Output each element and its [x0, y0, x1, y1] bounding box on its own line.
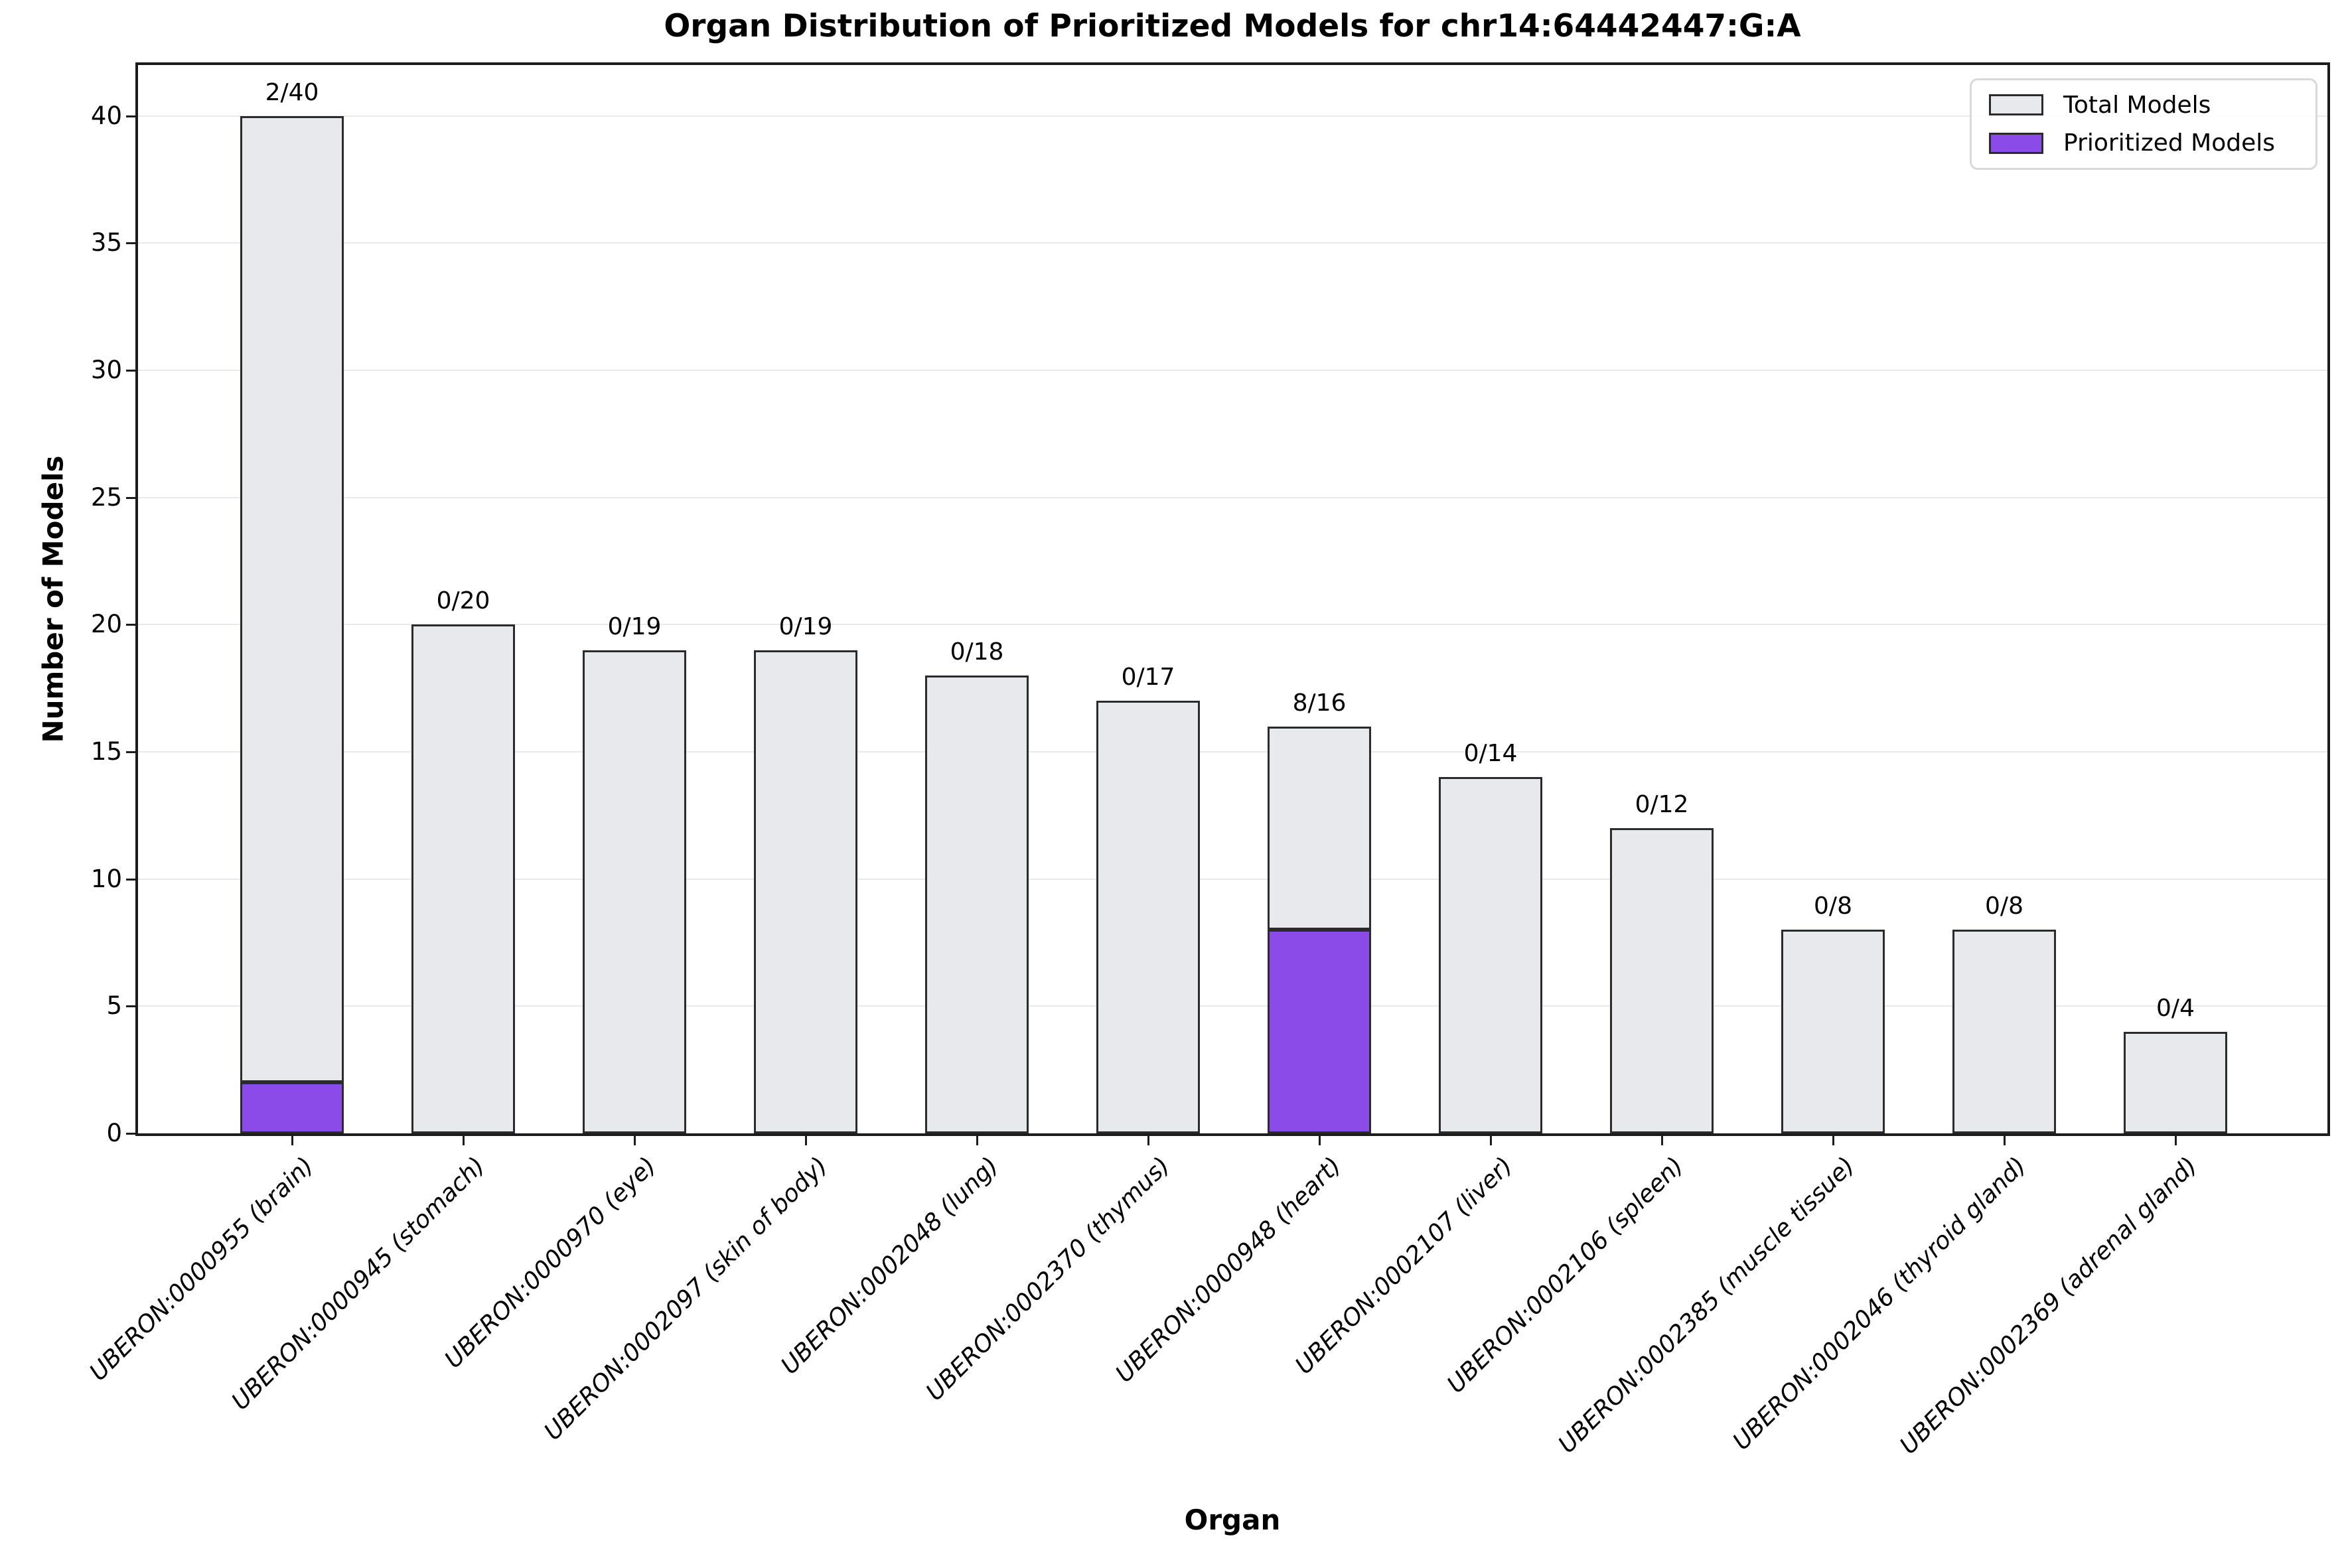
- y-tick-20: [126, 624, 135, 626]
- spine-left: [135, 62, 138, 1136]
- gridline-y-25: [138, 496, 2327, 498]
- y-tick-label-40: 40: [90, 101, 122, 130]
- bar-total-stomach: [411, 624, 515, 1133]
- bar-total-heart: [1268, 726, 1371, 930]
- gridline-y-5: [138, 1005, 2327, 1007]
- bar-prioritized-brain: [240, 1082, 344, 1133]
- bar-total-spleen: [1610, 828, 1714, 1133]
- legend-item-total-models: Total Models: [1972, 92, 2315, 119]
- y-tick-25: [126, 496, 135, 499]
- x-tick-stomach: [463, 1136, 465, 1145]
- gridline-y-30: [138, 370, 2327, 371]
- x-tick-thyroid-gland: [2004, 1136, 2006, 1145]
- y-tick-label-30: 30: [90, 356, 122, 384]
- x-tick-skin-of-body: [805, 1136, 807, 1145]
- x-axis-label: Organ: [1184, 1504, 1281, 1536]
- bar-total-skin-of-body: [754, 650, 857, 1133]
- x-tick-label-adrenal-gland: UBERON:0002369 (adrenal gland): [1895, 1152, 2203, 1460]
- bar-value-label-lung: 0/18: [950, 638, 1004, 666]
- y-tick-15: [126, 751, 135, 753]
- y-tick-30: [126, 370, 135, 372]
- x-tick-eye: [634, 1136, 636, 1145]
- bar-total-brain: [240, 115, 344, 1083]
- bar-total-liver: [1439, 777, 1542, 1133]
- plot-area: 2/40 0/20 0/19 0/19 0/18 0/17 8/16 0/14 0/12 0/8 0…: [138, 65, 2327, 1133]
- bar-value-label-heart: 8/16: [1292, 689, 1347, 717]
- bar-total-adrenal-gland: [2124, 1031, 2227, 1133]
- bar-value-label-skin-of-body: 0/19: [778, 612, 833, 640]
- y-tick-35: [126, 242, 135, 245]
- bar-total-eye: [583, 650, 686, 1133]
- spine-bottom: [135, 1133, 2330, 1136]
- spine-top: [135, 62, 2330, 65]
- bar-prioritized-heart: [1268, 930, 1371, 1133]
- bar-value-label-eye: 0/19: [607, 612, 662, 640]
- bar-total-muscle-tissue: [1781, 930, 1885, 1133]
- gridline-y-40: [138, 115, 2327, 117]
- bar-value-label-stomach: 0/20: [436, 587, 490, 615]
- legend-swatch-total-models: [1989, 94, 2043, 116]
- x-tick-label-muscle-tissue: UBERON:0002385 (muscle tissue): [1553, 1152, 1860, 1459]
- y-tick-label-35: 35: [90, 228, 122, 257]
- x-tick-muscle-tissue: [1832, 1136, 1834, 1145]
- legend: Total Models Prioritized Models: [1970, 78, 2317, 170]
- gridline-y-15: [138, 751, 2327, 752]
- bar-value-label-spleen: 0/12: [1635, 791, 1689, 818]
- bar-value-label-thymus: 0/17: [1121, 664, 1175, 691]
- legend-label-total-models: Total Models: [2063, 91, 2211, 119]
- bar-value-label-brain: 2/40: [265, 78, 319, 106]
- x-tick-heart: [1319, 1136, 1321, 1145]
- y-tick-40: [126, 115, 135, 117]
- x-tick-label-skin-of-body: UBERON:0002097 (skin of body): [539, 1152, 833, 1446]
- x-tick-liver: [1490, 1136, 1492, 1145]
- bar-value-label-liver: 0/14: [1463, 740, 1518, 768]
- legend-label-prioritized-models: Prioritized Models: [2063, 129, 2276, 157]
- spine-right: [2327, 62, 2330, 1136]
- bar-total-lung: [925, 676, 1029, 1133]
- bar-value-label-adrenal-gland: 0/4: [2156, 994, 2195, 1022]
- y-tick-5: [126, 1005, 135, 1008]
- bar-total-thyroid-gland: [1952, 930, 2056, 1133]
- gridline-y-10: [138, 878, 2327, 880]
- gridline-y-35: [138, 242, 2327, 244]
- chart-title: Organ Distribution of Prioritized Models…: [664, 8, 1801, 44]
- y-tick-0: [126, 1133, 135, 1135]
- y-tick-label-5: 5: [106, 991, 122, 1021]
- legend-swatch-prioritized-models: [1989, 132, 2043, 154]
- x-tick-adrenal-gland: [2175, 1136, 2177, 1145]
- x-tick-label-thyroid-gland: UBERON:0002046 (thyroid gland): [1727, 1152, 2031, 1456]
- bar-value-label-muscle-tissue: 0/8: [1814, 892, 1852, 920]
- bar-total-thymus: [1096, 701, 1200, 1133]
- x-tick-thymus: [1147, 1136, 1149, 1145]
- x-tick-lung: [976, 1136, 978, 1145]
- y-tick-label-0: 0: [106, 1119, 122, 1147]
- y-tick-label-25: 25: [90, 482, 122, 512]
- x-tick-brain: [291, 1136, 293, 1145]
- bar-value-label-thyroid-gland: 0/8: [1985, 892, 2023, 920]
- y-tick-label-20: 20: [90, 610, 122, 639]
- legend-item-prioritized-models: Prioritized Models: [1972, 129, 2315, 157]
- x-tick-spleen: [1661, 1136, 1663, 1145]
- gridline-y-20: [138, 624, 2327, 626]
- y-tick-label-15: 15: [90, 737, 122, 766]
- y-tick-label-10: 10: [90, 864, 122, 893]
- y-tick-10: [126, 878, 135, 881]
